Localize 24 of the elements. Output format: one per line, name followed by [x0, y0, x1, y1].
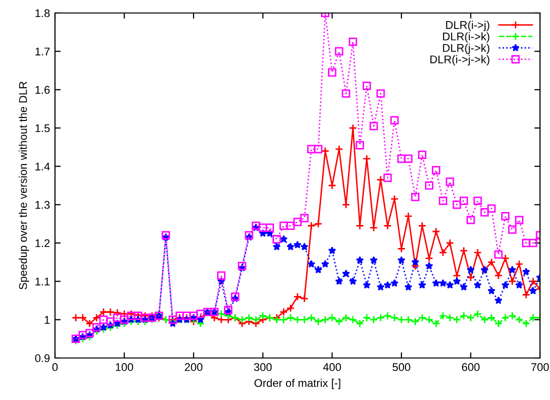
x-tick-label: 500	[392, 363, 410, 372]
legend-label: DLR(j->k)	[443, 44, 490, 54]
y-tick-label: 1.4	[36, 162, 50, 170]
y-tick-label: 1.8	[36, 9, 50, 18]
x-tick-label: 0	[52, 363, 58, 372]
legend-label: DLR(i->j)	[446, 20, 490, 32]
y-tick-label: 1.5	[36, 124, 50, 132]
x-tick-label: 100	[116, 363, 134, 372]
legend-label: DLR(i->j->k)	[430, 55, 490, 66]
y-axis-title: Speedup over the version without the DLR	[18, 82, 30, 290]
x-tick-label: 600	[462, 363, 480, 372]
x-tick-label: 200	[184, 363, 202, 372]
y-tick-label: 1.2	[36, 239, 50, 248]
y-tick-label: 1	[44, 316, 50, 324]
x-tick-label: 700	[531, 363, 549, 372]
y-tick-label: 1.1	[36, 278, 50, 286]
y-tick-label: 0.9	[35, 354, 50, 362]
x-tick-label: 300	[254, 363, 272, 372]
x-tick-label: 400	[323, 363, 341, 372]
legend-label: DLR(i->k)	[443, 32, 490, 43]
y-tick-label: 1.6	[36, 86, 50, 94]
y-tick-label: 1.7	[36, 48, 50, 56]
x-axis-title: Order of matrix [-]	[254, 378, 340, 390]
y-tick-label: 1.3	[36, 200, 50, 209]
